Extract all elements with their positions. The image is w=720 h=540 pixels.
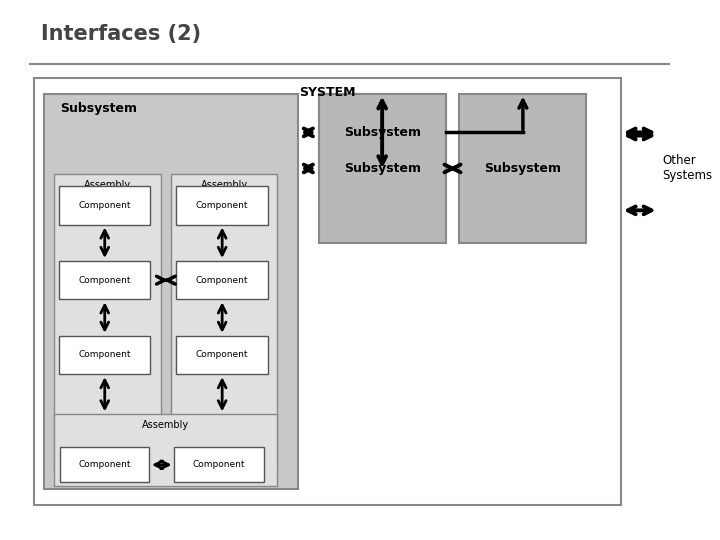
- Text: Assembly: Assembly: [143, 420, 189, 430]
- Bar: [319, 93, 446, 244]
- Bar: [34, 78, 621, 505]
- Text: Component: Component: [78, 350, 131, 360]
- Bar: [176, 186, 268, 225]
- Text: Component: Component: [78, 201, 131, 210]
- Bar: [59, 261, 150, 299]
- Text: Subsystem: Subsystem: [60, 102, 138, 114]
- Bar: [59, 336, 150, 374]
- Text: Subsystem: Subsystem: [343, 162, 420, 175]
- Bar: [44, 93, 298, 489]
- Text: Component: Component: [78, 460, 130, 469]
- Text: Component: Component: [78, 275, 131, 285]
- Bar: [60, 448, 149, 482]
- Text: Component: Component: [196, 275, 248, 285]
- Bar: [54, 174, 161, 468]
- Bar: [319, 93, 446, 171]
- Text: Component: Component: [196, 350, 248, 360]
- Text: Assembly: Assembly: [201, 180, 248, 190]
- Text: Assembly: Assembly: [84, 180, 131, 190]
- Bar: [54, 414, 277, 487]
- Text: Component: Component: [196, 201, 248, 210]
- Text: Interfaces (2): Interfaces (2): [40, 24, 201, 44]
- Text: Subsystem: Subsystem: [485, 162, 562, 175]
- Bar: [171, 174, 277, 468]
- Text: Component: Component: [193, 460, 246, 469]
- Bar: [176, 261, 268, 299]
- Text: Other
Systems: Other Systems: [662, 154, 712, 183]
- Bar: [174, 448, 264, 482]
- Bar: [59, 186, 150, 225]
- Text: Subsystem: Subsystem: [343, 126, 420, 139]
- Bar: [459, 93, 586, 244]
- Bar: [176, 336, 268, 374]
- Text: SYSTEM: SYSTEM: [299, 86, 356, 99]
